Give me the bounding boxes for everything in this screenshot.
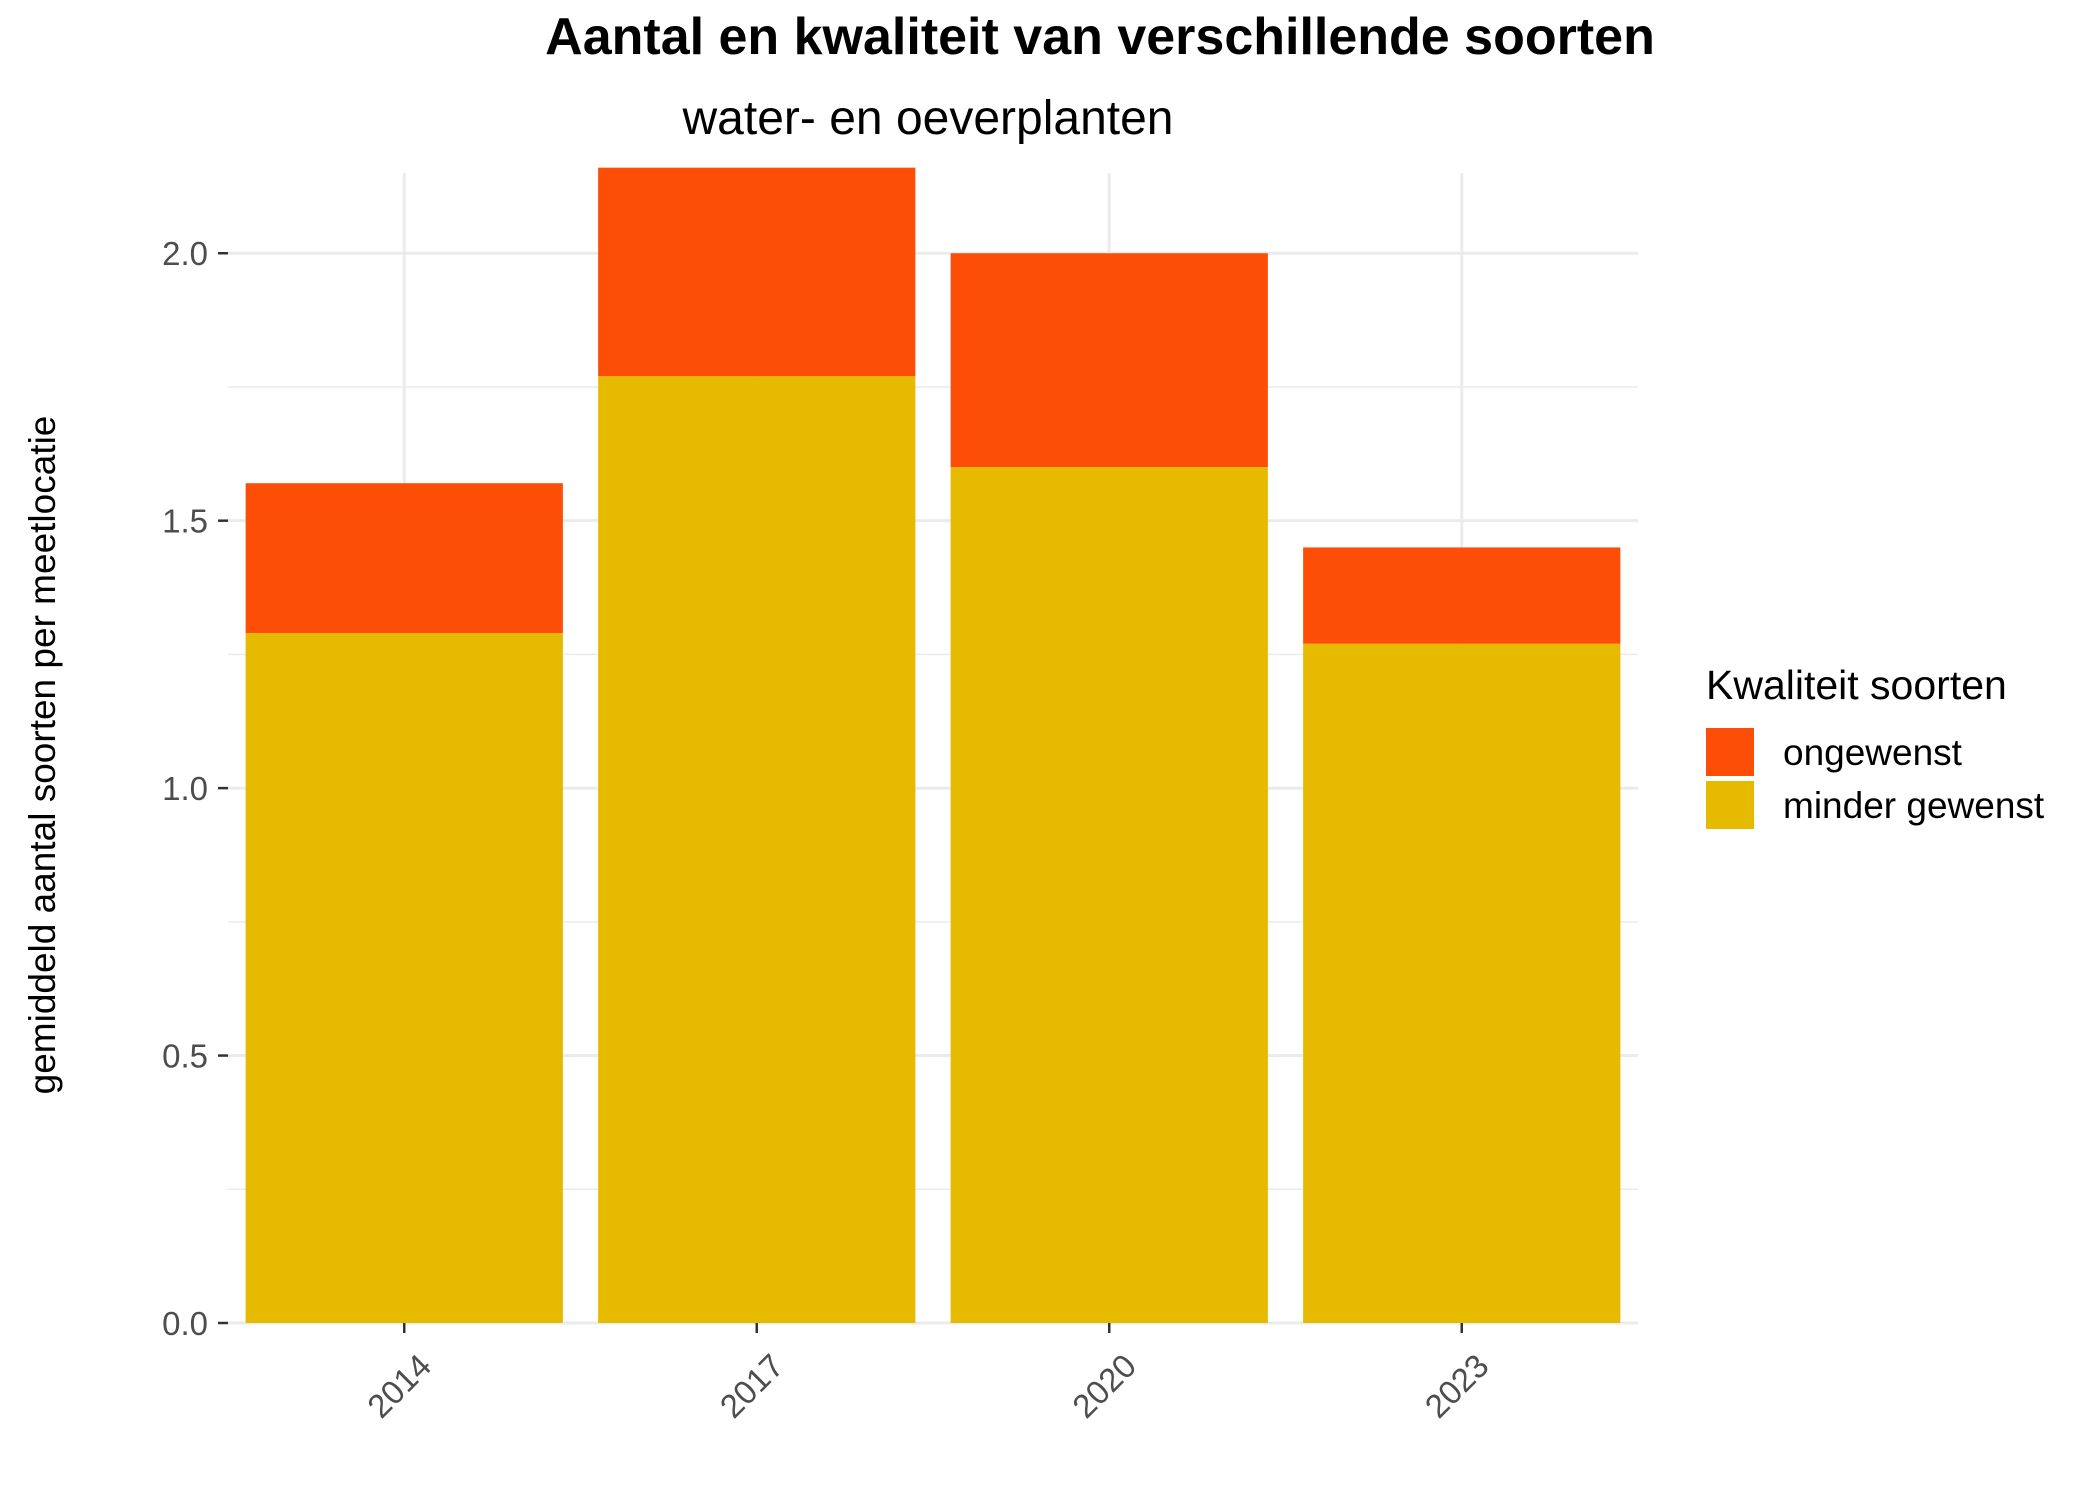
- bar-2014-ongewenst: [245, 483, 563, 633]
- chart-subtitle: water- en oeverplanten: [682, 92, 1174, 145]
- legend-swatch-minder-gewenst: [1706, 781, 1754, 829]
- y-tick-label: 2.0: [162, 235, 208, 272]
- y-tick-label: 1.0: [162, 770, 208, 807]
- y-tick-label: 0.5: [162, 1038, 208, 1075]
- bar-2014-minder-gewenst: [245, 633, 563, 1323]
- y-axis-title: gemiddeld aantal soorten per meetlocatie: [22, 416, 63, 1095]
- chart-title: Aantal en kwaliteit van verschillende so…: [545, 8, 1655, 66]
- legend: Kwaliteit soorten ongewenst minder gewens…: [1706, 662, 2045, 829]
- x-tick-label: 2014: [360, 1347, 438, 1425]
- bar-2017-minder-gewenst: [598, 376, 916, 1323]
- bar-2017-ongewenst: [598, 167, 916, 377]
- bar-2020-ongewenst: [950, 253, 1268, 468]
- x-tick-label: 2020: [1065, 1347, 1143, 1425]
- y-tick-label: 1.5: [162, 503, 208, 540]
- y-tick-label: 0.0: [162, 1305, 208, 1342]
- legend-label: ongewenst: [1783, 732, 1963, 773]
- x-tick-label: 2023: [1418, 1347, 1496, 1425]
- bar-2023-minder-gewenst: [1303, 643, 1621, 1323]
- bars: [245, 167, 1621, 1323]
- bar-2023-ongewenst: [1303, 547, 1621, 644]
- bar-2020-minder-gewenst: [950, 467, 1268, 1323]
- x-tick-label: 2017: [713, 1347, 791, 1425]
- legend-swatch-ongewenst: [1706, 728, 1754, 776]
- legend-label: minder gewenst: [1783, 785, 2045, 826]
- legend-title: Kwaliteit soorten: [1706, 662, 2007, 708]
